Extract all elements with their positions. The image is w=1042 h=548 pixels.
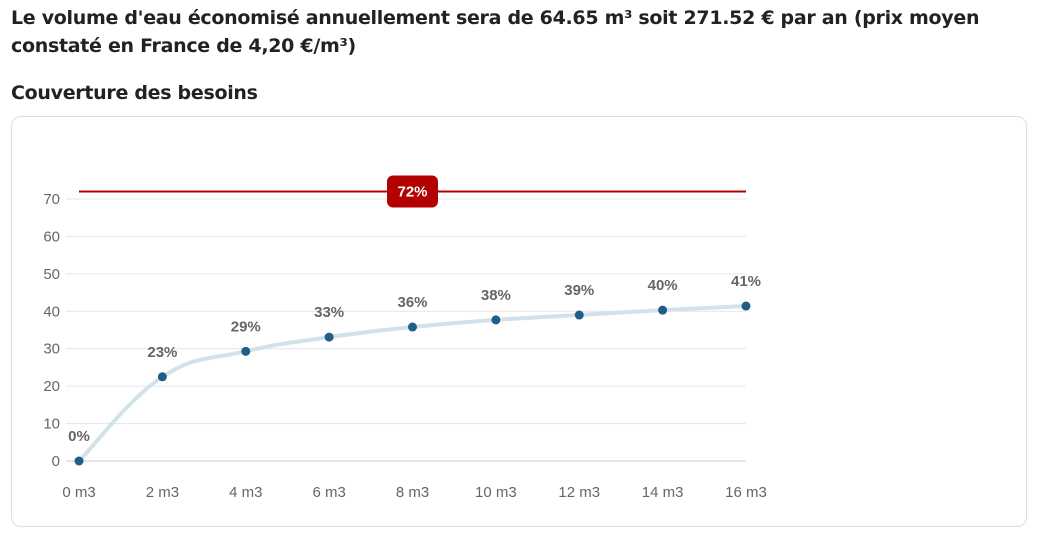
- data-point: [491, 315, 501, 325]
- y-tick-label: 30: [43, 341, 60, 358]
- x-tick-label: 4 m3: [229, 484, 262, 501]
- data-label: 41%: [731, 273, 761, 290]
- x-tick-label: 10 m3: [475, 484, 517, 501]
- chart-card: [11, 116, 1027, 527]
- x-tick-label: 16 m3: [725, 484, 767, 501]
- x-tick-label: 0 m3: [62, 484, 95, 501]
- data-point: [408, 322, 417, 332]
- data-label: 38%: [481, 287, 511, 304]
- data-point: [574, 310, 584, 320]
- section-title: Couverture des besoins: [11, 82, 258, 104]
- y-tick-label: 0: [52, 453, 60, 470]
- data-point: [241, 346, 251, 356]
- data-label: 39%: [564, 282, 594, 299]
- y-tick-label: 70: [43, 191, 60, 208]
- data-point: [157, 372, 167, 382]
- data-label: 29%: [231, 318, 261, 335]
- y-tick-label: 10: [43, 416, 60, 433]
- data-point: [74, 456, 84, 466]
- x-tick-label: 14 m3: [642, 484, 684, 501]
- data-label: 0%: [68, 428, 90, 445]
- data-label: 23%: [147, 344, 177, 361]
- data-point: [741, 301, 751, 311]
- data-label: 33%: [314, 304, 344, 321]
- x-tick-label: 12 m3: [558, 484, 600, 501]
- threshold-label: 72%: [397, 184, 427, 201]
- data-label: 40%: [648, 277, 678, 294]
- y-tick-label: 20: [43, 378, 60, 395]
- savings-summary: Le volume d'eau économisé annuellement s…: [11, 7, 980, 57]
- x-tick-label: 8 m3: [396, 484, 429, 501]
- x-tick-label: 6 m3: [312, 484, 345, 501]
- data-point: [658, 305, 668, 315]
- data-point: [324, 332, 334, 342]
- threshold-badge: [387, 175, 438, 208]
- x-tick-label: 2 m3: [146, 484, 179, 501]
- y-tick-label: 60: [43, 228, 60, 245]
- data-label: 36%: [397, 294, 427, 311]
- y-tick-label: 50: [43, 266, 60, 283]
- y-tick-label: 40: [43, 303, 60, 320]
